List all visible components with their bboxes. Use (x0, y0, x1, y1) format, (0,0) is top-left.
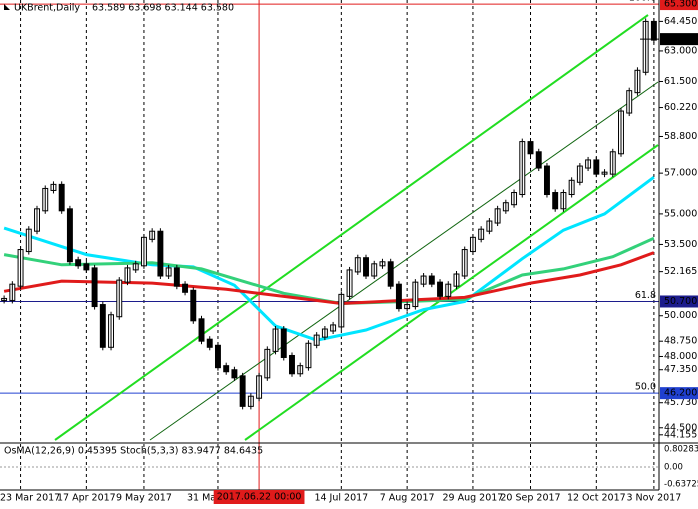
y-tick-label: 44.500 (664, 422, 697, 433)
y-tick-label: 48.750 (664, 336, 697, 347)
indicator-scale-label: -0.63725 (664, 480, 698, 490)
y-tick-label: 47.350 (664, 364, 697, 375)
x-tick-label: 7 Aug 2017 (380, 493, 435, 504)
indicator-scale-label: 0.00 (664, 463, 683, 473)
x-tick-label: 14 Jul 2017 (314, 493, 368, 504)
y-tick-label: 50.000 (664, 310, 697, 321)
y-tick-label: 55.000 (664, 208, 697, 219)
y-tick-label: 58.800 (664, 131, 697, 142)
level-label-box (660, 295, 698, 308)
level-label-box (660, 387, 698, 400)
x-tick-label: 17 Apr 2017 (57, 493, 116, 504)
last-price-box (660, 33, 698, 46)
level-label: 46.200 (664, 388, 697, 399)
level-label: 65.300 (664, 0, 697, 10)
y-tick-label: 45.730 (664, 397, 697, 408)
channel-upper (54, 14, 649, 441)
y-tick-label: 57.000 (664, 168, 697, 179)
fib-label: 61.8 (635, 290, 656, 301)
indicator-title: OsMA(12,26,9) 0.45395 Stoch(5,3,3) 83.94… (4, 446, 263, 457)
x-tick-label: 9 May 2017 (116, 493, 172, 504)
level-label: 50.700 (664, 296, 697, 307)
crosshair-label: 2017.06.22 00:00 (217, 492, 302, 503)
moving-average (3, 251, 655, 306)
symbol-icon (4, 4, 10, 10)
x-tick-label: 12 Oct 2017 (567, 493, 626, 504)
x-tick-label: 29 Aug 2017 (443, 493, 504, 504)
y-tick-label: 48.000 (664, 351, 697, 362)
last-price-label: 63.580 (664, 34, 697, 45)
channel-lower (244, 144, 659, 441)
crosshair-label-box (213, 490, 305, 504)
symbol-title: UKBrent,Daily (14, 3, 80, 14)
y-tick-label: 52.165 (664, 266, 697, 277)
ohlc-text: 63.589 63.698 63.144 63.580 (92, 3, 234, 14)
y-tick-label: 44.155 (664, 429, 697, 440)
x-tick-label: 20 Sep 2017 (500, 493, 560, 504)
fib-label: 50.0 (635, 382, 656, 393)
fib-label: 100.0 (629, 0, 656, 4)
indicator-scale-label: 0.80283 (664, 445, 698, 455)
y-tick-label: 53.500 (664, 239, 697, 250)
level-label-box (660, 0, 698, 11)
y-tick-label: 63.000 (664, 45, 697, 56)
y-tick-label: 60.220 (664, 102, 697, 113)
y-tick-label: 64.450 (664, 16, 697, 27)
x-tick-label: 23 Mar 2017 (0, 493, 60, 504)
y-tick-label: 61.500 (664, 76, 697, 87)
x-tick-label: 3 Nov 2017 (626, 493, 681, 504)
